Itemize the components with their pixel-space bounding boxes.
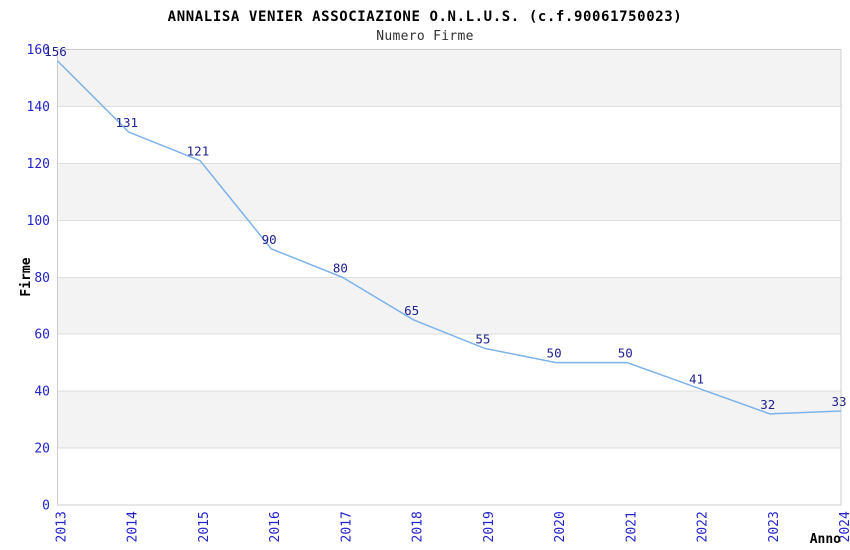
chart-subtitle: Numero Firme: [376, 29, 474, 44]
y-tick-label: 160: [27, 43, 50, 58]
plot-border: [57, 49, 842, 506]
data-label: 131: [115, 115, 138, 130]
y-tick-label: 80: [34, 271, 50, 286]
data-label: 121: [187, 144, 210, 159]
plot-band: [57, 49, 841, 107]
y-tick-label: 60: [34, 328, 50, 343]
data-line: [56, 60, 842, 415]
plot-band: [57, 163, 841, 221]
plot-band: [57, 391, 841, 449]
data-label: 50: [618, 346, 633, 361]
x-tick-label: 2016: [268, 511, 283, 542]
data-label: 80: [333, 260, 348, 275]
x-tick-label: 2022: [696, 511, 711, 542]
y-tick-label: 20: [34, 442, 50, 457]
data-label: 65: [404, 303, 419, 318]
x-tick-label: 2019: [482, 511, 497, 542]
data-label: 55: [475, 331, 490, 346]
x-tick-label: 2015: [197, 511, 212, 542]
plot-band: [57, 277, 841, 335]
data-label: 32: [760, 397, 775, 412]
data-label: 33: [831, 394, 846, 409]
x-tick-label: 2017: [339, 511, 354, 542]
y-tick-label: 140: [27, 100, 50, 115]
y-axis-title: Firme: [19, 257, 34, 296]
x-tick-label: 2018: [411, 511, 426, 542]
data-label: 50: [547, 346, 562, 361]
data-label: 90: [262, 232, 277, 247]
x-tick-label: 2023: [767, 511, 782, 542]
chart-title: ANNALISA VENIER ASSOCIAZIONE O.N.L.U.S. …: [168, 9, 683, 25]
y-tick-label: 120: [27, 157, 50, 172]
x-tick-label: 2013: [55, 511, 70, 542]
y-tick-label: 100: [27, 214, 50, 229]
x-axis-title: Anno: [810, 532, 841, 547]
x-tick-label: 2021: [624, 511, 639, 542]
x-tick-label: 2020: [553, 511, 568, 542]
data-label: 156: [44, 44, 67, 59]
x-tick-label: 2014: [126, 511, 141, 542]
y-tick-label: 40: [34, 385, 50, 400]
x-tick-label: 2024: [838, 511, 850, 542]
y-tick-label: 0: [42, 499, 50, 514]
data-label: 41: [689, 371, 704, 386]
plot-area: 0 20 40 60 80 100 120 140 160 2013 2014 2015 2016 201…: [27, 43, 850, 543]
